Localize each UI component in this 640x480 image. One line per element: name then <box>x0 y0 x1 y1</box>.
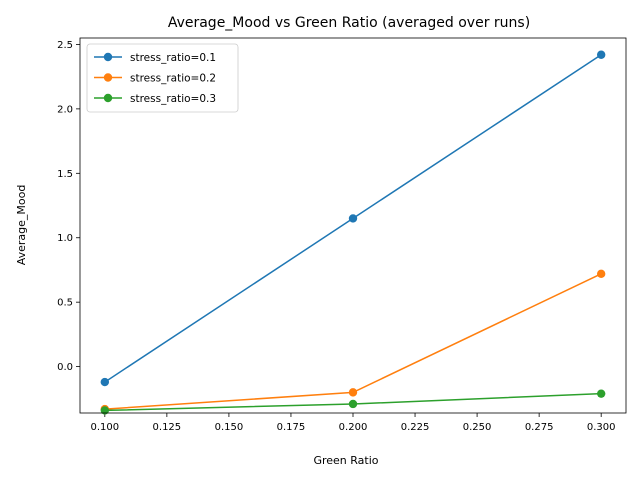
legend-label: stress_ratio=0.2 <box>130 73 216 85</box>
legend: stress_ratio=0.1 stress_ratio=0.2 stress_r… <box>86 43 239 113</box>
x-tick-label: 0.175 <box>277 422 306 433</box>
legend-marker <box>103 93 113 103</box>
axes-frame <box>79 37 627 414</box>
x-tick-label: 0.100 <box>90 422 119 433</box>
x-tick-label: 0.225 <box>401 422 430 433</box>
y-tick-label: 0.0 <box>57 362 73 373</box>
x-tick-label: 0.125 <box>153 422 182 433</box>
series-point <box>596 389 606 398</box>
x-tick-label: 0.150 <box>215 422 244 433</box>
plot-area: 0.100 0.125 0.150 0.175 0.200 0.225 0.250 0.275… <box>57 37 627 433</box>
x-tick-label: 0.250 <box>463 422 492 433</box>
legend-label: stress_ratio=0.1 <box>130 52 216 64</box>
series-point <box>100 406 110 415</box>
legend-item: stress_ratio=0.1 <box>94 52 216 64</box>
series-point <box>348 388 358 397</box>
series-point <box>100 377 110 387</box>
legend-marker <box>103 73 113 82</box>
y-tick-label: 1.0 <box>57 233 73 244</box>
y-tick-label: 2.5 <box>57 40 73 51</box>
series-point <box>348 214 358 223</box>
legend-marker <box>103 52 113 62</box>
x-tick-label: 0.275 <box>525 422 554 433</box>
series-point <box>348 399 358 409</box>
x-tick-label: 0.300 <box>587 422 616 433</box>
chart-title: Average_Mood vs Green Ratio (averaged ov… <box>168 15 530 31</box>
y-tick-label: 1.5 <box>57 169 73 180</box>
x-axis-title: Green Ratio <box>313 454 378 467</box>
y-axis-title: Average_Mood <box>15 185 28 266</box>
y-tick-label: 0.5 <box>57 298 73 309</box>
legend-item: stress_ratio=0.3 <box>94 93 216 105</box>
legend-box <box>86 43 239 113</box>
y-tick-label: 2.0 <box>57 104 73 115</box>
legend-label: stress_ratio=0.3 <box>130 93 216 105</box>
legend-item: stress_ratio=0.2 <box>94 73 216 85</box>
series-point <box>596 269 606 279</box>
x-tick-label: 0.200 <box>339 422 368 433</box>
series-point <box>596 50 606 59</box>
